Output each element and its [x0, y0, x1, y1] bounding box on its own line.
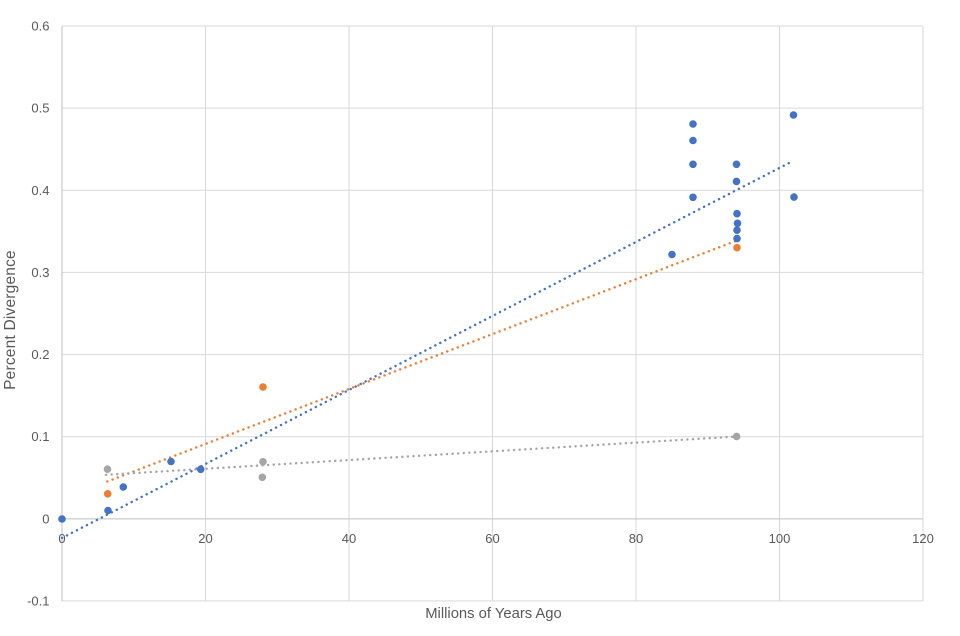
- svg-text:0: 0: [58, 531, 65, 546]
- svg-text:0: 0: [42, 511, 49, 526]
- svg-text:40: 40: [342, 531, 356, 546]
- svg-text:100: 100: [769, 531, 791, 546]
- svg-text:0.5: 0.5: [31, 101, 49, 116]
- svg-text:80: 80: [629, 531, 643, 546]
- svg-text:0.1: 0.1: [31, 429, 49, 444]
- svg-text:0.6: 0.6: [31, 19, 49, 34]
- svg-text:120: 120: [912, 531, 934, 546]
- svg-text:0.4: 0.4: [31, 183, 49, 198]
- svg-text:0.2: 0.2: [31, 347, 49, 362]
- svg-text:Millions of Years Ago: Millions of Years Ago: [425, 606, 562, 622]
- svg-text:Percent Divergence: Percent Divergence: [2, 250, 19, 390]
- svg-text:0.3: 0.3: [31, 265, 49, 280]
- svg-text:60: 60: [485, 531, 499, 546]
- svg-text:20: 20: [198, 531, 212, 546]
- svg-text:-0.1: -0.1: [27, 593, 49, 608]
